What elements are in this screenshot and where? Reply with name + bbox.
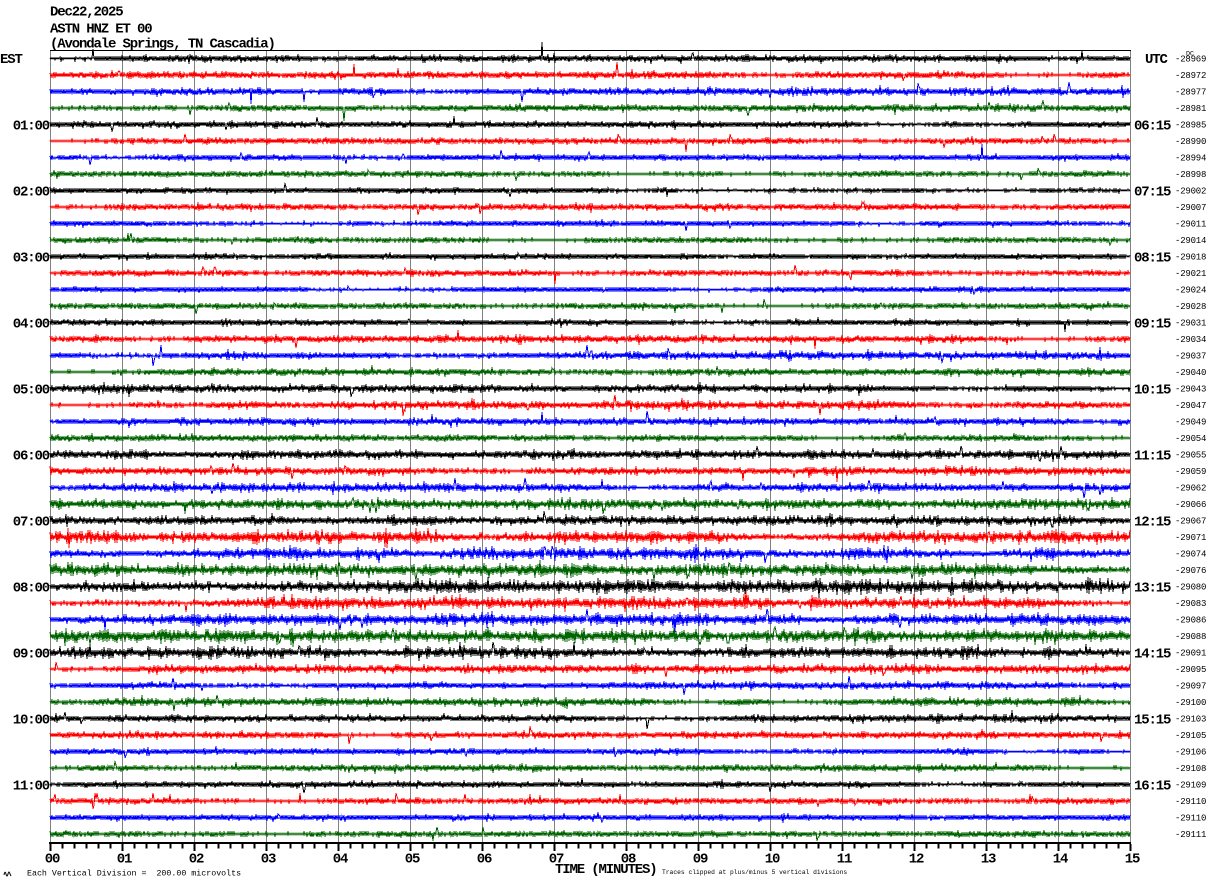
svg-text:12: 12 xyxy=(909,852,924,868)
svg-text:06: 06 xyxy=(477,852,492,868)
svg-text:-28972: -28972 xyxy=(1175,71,1206,81)
svg-text:07:15: 07:15 xyxy=(1134,185,1171,201)
svg-text:-29062: -29062 xyxy=(1175,484,1206,494)
svg-text:TIME (MINUTES): TIME (MINUTES) xyxy=(555,862,657,878)
svg-text:10:00: 10:00 xyxy=(13,713,50,729)
svg-text:-29108: -29108 xyxy=(1175,764,1206,774)
svg-text:-29091: -29091 xyxy=(1175,649,1206,659)
svg-text:-29055: -29055 xyxy=(1175,451,1206,461)
svg-text:05: 05 xyxy=(405,852,420,868)
svg-text:-29007: -29007 xyxy=(1175,203,1206,213)
svg-text:05:00: 05:00 xyxy=(13,383,50,399)
svg-text:-29037: -29037 xyxy=(1175,352,1206,362)
svg-text:-29049: -29049 xyxy=(1175,418,1206,428)
svg-text:EST: EST xyxy=(0,52,23,68)
svg-text:Each Vertical Division = 200.: Each Vertical Division = 200.00 microvol… xyxy=(27,869,241,879)
svg-text:09:00: 09:00 xyxy=(13,647,50,663)
svg-text:-29106: -29106 xyxy=(1175,748,1206,758)
svg-text:-29100: -29100 xyxy=(1175,698,1206,708)
svg-text:-29110: -29110 xyxy=(1175,814,1206,824)
svg-text:-29111: -29111 xyxy=(1175,830,1206,840)
svg-text:-29031: -29031 xyxy=(1175,319,1206,329)
svg-text:-29109: -29109 xyxy=(1175,781,1206,791)
svg-text:14:15: 14:15 xyxy=(1134,647,1171,663)
svg-text:14: 14 xyxy=(1053,852,1068,868)
svg-text:Dec22,2025: Dec22,2025 xyxy=(50,5,123,21)
svg-text:06:00: 06:00 xyxy=(13,449,50,465)
svg-text:09: 09 xyxy=(693,852,708,868)
svg-text:10: 10 xyxy=(765,852,780,868)
svg-text:-29097: -29097 xyxy=(1175,682,1206,692)
svg-text:-28977: -28977 xyxy=(1175,88,1206,98)
svg-text:03: 03 xyxy=(261,852,276,868)
svg-text:-29047: -29047 xyxy=(1175,401,1206,411)
svg-text:DC: DC xyxy=(1186,51,1194,59)
svg-text:-28998: -28998 xyxy=(1175,170,1206,180)
svg-text:11: 11 xyxy=(837,852,852,868)
svg-text:-29028: -29028 xyxy=(1175,302,1206,312)
svg-text:-29018: -29018 xyxy=(1175,253,1206,263)
svg-text:01:00: 01:00 xyxy=(13,119,50,135)
svg-text:01: 01 xyxy=(117,852,132,868)
svg-text:-29011: -29011 xyxy=(1175,220,1206,230)
svg-text:12:15: 12:15 xyxy=(1134,515,1171,531)
svg-text:-29014: -29014 xyxy=(1175,236,1206,246)
svg-text:-29024: -29024 xyxy=(1175,286,1206,296)
svg-text:-29066: -29066 xyxy=(1175,500,1206,510)
svg-text:-29074: -29074 xyxy=(1175,550,1206,560)
svg-text:-29059: -29059 xyxy=(1175,467,1206,477)
svg-text:-29110: -29110 xyxy=(1175,797,1206,807)
svg-text:02:00: 02:00 xyxy=(13,185,50,201)
svg-text:-29083: -29083 xyxy=(1175,599,1206,609)
svg-text:13:15: 13:15 xyxy=(1134,581,1171,597)
svg-text:-29040: -29040 xyxy=(1175,368,1206,378)
svg-text:-29080: -29080 xyxy=(1175,583,1206,593)
svg-text:10:15: 10:15 xyxy=(1134,383,1171,399)
svg-text:-29054: -29054 xyxy=(1175,434,1206,444)
svg-text:08:15: 08:15 xyxy=(1134,251,1171,267)
svg-text:03:00: 03:00 xyxy=(13,251,50,267)
svg-text:-29105: -29105 xyxy=(1175,731,1206,741)
svg-text:-29071: -29071 xyxy=(1175,533,1206,543)
svg-text:-29002: -29002 xyxy=(1175,187,1206,197)
svg-text:-28985: -28985 xyxy=(1175,121,1206,131)
svg-text:11:15: 11:15 xyxy=(1134,449,1171,465)
svg-text:-29076: -29076 xyxy=(1175,566,1206,576)
svg-text:-29103: -29103 xyxy=(1175,715,1206,725)
svg-text:-29095: -29095 xyxy=(1175,665,1206,675)
svg-text:08:00: 08:00 xyxy=(13,581,50,597)
svg-text:04:00: 04:00 xyxy=(13,317,50,333)
svg-text:08: 08 xyxy=(621,852,636,868)
svg-text:-29034: -29034 xyxy=(1175,335,1206,345)
svg-text:(Avondale Springs, TN Cascadia: (Avondale Springs, TN Cascadia) xyxy=(50,37,275,53)
svg-text:15:15: 15:15 xyxy=(1134,713,1171,729)
svg-text:UTC: UTC xyxy=(1145,52,1169,68)
svg-text:-29043: -29043 xyxy=(1175,385,1206,395)
svg-text:09:15: 09:15 xyxy=(1134,317,1171,333)
svg-text:ASTN HNZ ET 00: ASTN HNZ ET 00 xyxy=(50,22,152,38)
svg-text:-29088: -29088 xyxy=(1175,632,1206,642)
svg-text:Traces clipped at plus/minus 5: Traces clipped at plus/minus 5 vertical … xyxy=(662,869,847,876)
svg-text:04: 04 xyxy=(333,852,348,868)
svg-text:15: 15 xyxy=(1125,852,1140,868)
svg-text:00: 00 xyxy=(45,852,60,868)
svg-text:-29021: -29021 xyxy=(1175,269,1206,279)
svg-text:-28990: -28990 xyxy=(1175,137,1206,147)
svg-text:13: 13 xyxy=(981,852,996,868)
svg-text:06:15: 06:15 xyxy=(1134,119,1171,135)
svg-text:-28981: -28981 xyxy=(1175,104,1206,114)
svg-text:-29067: -29067 xyxy=(1175,517,1206,527)
svg-text:07:00: 07:00 xyxy=(13,515,50,531)
svg-text:-29086: -29086 xyxy=(1175,616,1206,626)
svg-text:07: 07 xyxy=(549,852,564,868)
svg-text:11:00: 11:00 xyxy=(13,779,50,795)
svg-text:02: 02 xyxy=(189,852,204,868)
svg-text:16:15: 16:15 xyxy=(1134,779,1171,795)
svg-text:-28994: -28994 xyxy=(1175,154,1206,164)
svg-text:-28969: -28969 xyxy=(1175,55,1206,65)
